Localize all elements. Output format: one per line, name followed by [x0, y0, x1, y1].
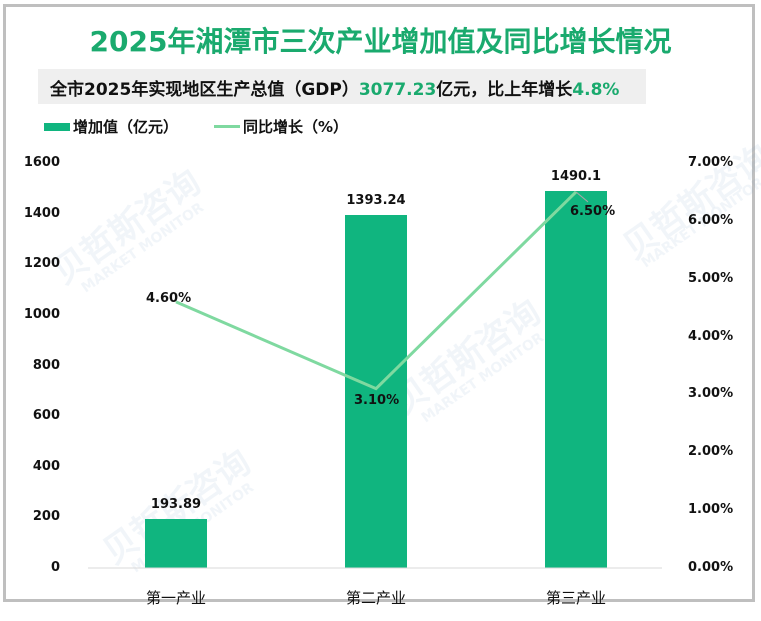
legend-bar-label: 增加值（亿元）: [73, 118, 179, 136]
category-label: 第一产业: [145, 589, 206, 607]
left-axis-tick: 0: [50, 560, 60, 575]
left-axis-tick: 600: [32, 408, 60, 424]
left-axis-tick: 400: [32, 458, 60, 474]
right-axis-tick: 3.00%: [688, 386, 734, 402]
category-label: 第二产业: [345, 589, 406, 607]
bar-value-label: 1393.24: [346, 193, 406, 209]
right-axis-tick: 1.00%: [688, 502, 734, 518]
bar-value-label: 193.89: [150, 496, 202, 512]
bar-value-label: 1490.1: [550, 168, 602, 184]
growth-line: [175, 190, 578, 391]
legend-bar-swatch: [44, 122, 70, 131]
left-axis-tick: 200: [32, 509, 60, 525]
left-axis-tick: 1600: [23, 155, 60, 170]
left-axis-tick: 1000: [23, 306, 60, 322]
left-axis-tick: 1400: [23, 205, 60, 221]
left-axis-tick: 800: [32, 357, 60, 373]
right-axis-tick: 7.00%: [688, 155, 734, 170]
subtitle-box: [38, 69, 646, 104]
subtitle: 全市2025年实现地区生产总值（GDP）3077.23亿元，比上年增长4.8%: [50, 75, 619, 100]
gdp-growth: 4.8%: [572, 80, 620, 100]
right-axis-tick: 5.00%: [688, 270, 734, 286]
bar: [345, 215, 407, 568]
legend-line-label: 同比增长（%）: [243, 118, 349, 136]
legend-line-swatch: [214, 125, 241, 128]
subtitle-prefix: 全市2025年实现地区生产总值（GDP）: [50, 80, 359, 100]
bar: [145, 518, 207, 568]
bar: [545, 190, 607, 568]
right-axis-tick: 0.00%: [688, 560, 734, 575]
legend: 增加值（亿元） 同比增长（%）: [44, 116, 348, 137]
gdp-value: 3077.23: [358, 80, 437, 100]
left-axis-tick: 1200: [23, 256, 60, 272]
right-axis-tick: 2.00%: [688, 444, 734, 460]
chart-title: 2025年湘潭市三次产业增加值及同比增长情况: [89, 25, 672, 58]
subtitle-middle: 亿元，比上年增长: [436, 80, 573, 100]
label-leader-line: [575, 191, 589, 203]
growth-value-label: 4.60%: [146, 290, 192, 306]
right-axis-tick: 4.00%: [688, 328, 734, 344]
growth-value-label: 3.10%: [354, 392, 400, 408]
category-label: 第三产业: [545, 589, 606, 607]
right-axis-tick: 6.00%: [688, 212, 734, 228]
growth-value-label: 6.50%: [570, 203, 616, 219]
